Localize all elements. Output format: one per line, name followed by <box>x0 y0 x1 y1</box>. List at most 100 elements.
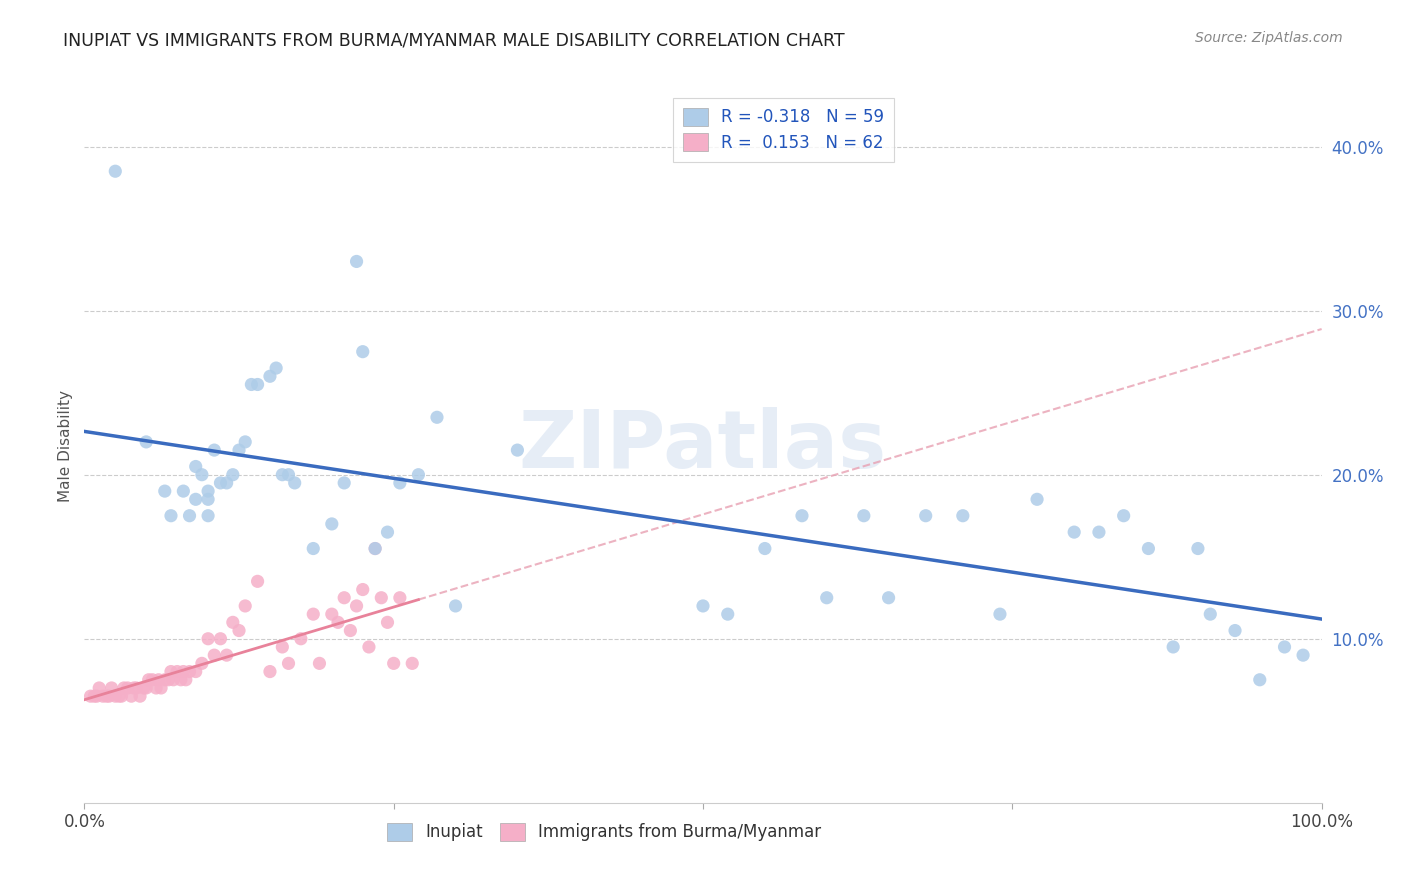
Point <box>135 434 157 449</box>
Point <box>148 673 170 687</box>
Point <box>246 574 269 589</box>
Point <box>1199 607 1222 622</box>
Point <box>108 689 131 703</box>
Point <box>321 607 343 622</box>
Point <box>120 689 142 703</box>
Point <box>179 508 201 523</box>
Point <box>184 492 207 507</box>
Point <box>197 492 219 507</box>
Point <box>271 640 294 654</box>
Point <box>370 591 392 605</box>
Point <box>264 361 287 376</box>
Point <box>240 377 263 392</box>
Point <box>377 615 399 630</box>
Point <box>228 624 250 638</box>
Point <box>1249 673 1271 687</box>
Point <box>215 648 238 662</box>
Point <box>852 508 875 523</box>
Point <box>401 657 423 671</box>
Point <box>284 475 307 490</box>
Point <box>259 369 281 384</box>
Point <box>86 689 108 703</box>
Point <box>333 475 356 490</box>
Point <box>202 648 225 662</box>
Point <box>277 467 299 482</box>
Point <box>170 673 193 687</box>
Point <box>1137 541 1160 556</box>
Point <box>988 607 1011 622</box>
Point <box>1088 525 1111 540</box>
Point <box>197 484 219 499</box>
Point <box>89 681 111 695</box>
Point <box>377 525 399 540</box>
Point <box>172 665 194 679</box>
Point <box>160 665 183 679</box>
Point <box>104 689 127 703</box>
Point <box>388 591 411 605</box>
Point <box>79 689 101 703</box>
Text: Source: ZipAtlas.com: Source: ZipAtlas.com <box>1195 31 1343 45</box>
Point <box>333 591 356 605</box>
Point <box>352 582 374 597</box>
Point <box>326 615 349 630</box>
Point <box>302 607 325 622</box>
Point <box>184 459 207 474</box>
Point <box>132 681 155 695</box>
Point <box>364 541 387 556</box>
Point <box>271 467 294 482</box>
Point <box>233 434 256 449</box>
Point <box>209 475 232 490</box>
Point <box>202 443 225 458</box>
Point <box>122 681 145 695</box>
Point <box>444 599 467 613</box>
Point <box>1161 640 1184 654</box>
Point <box>172 484 194 499</box>
Point <box>191 657 214 671</box>
Point <box>222 615 245 630</box>
Point <box>346 254 368 268</box>
Point <box>222 467 245 482</box>
Point <box>364 541 387 556</box>
Point <box>357 640 380 654</box>
Point <box>110 689 132 703</box>
Point <box>96 689 118 703</box>
Point <box>952 508 974 523</box>
Point <box>259 665 281 679</box>
Point <box>914 508 936 523</box>
Point <box>150 681 173 695</box>
Point <box>388 475 411 490</box>
Point <box>153 673 176 687</box>
Point <box>277 657 299 671</box>
Point <box>382 657 405 671</box>
Point <box>1026 492 1049 507</box>
Point <box>1063 525 1085 540</box>
Point <box>790 508 813 523</box>
Point <box>83 689 105 703</box>
Point <box>228 443 250 458</box>
Point <box>815 591 838 605</box>
Point <box>135 681 157 695</box>
Point <box>308 657 330 671</box>
Point <box>754 541 776 556</box>
Point <box>717 607 740 622</box>
Point <box>125 681 148 695</box>
Point <box>302 541 325 556</box>
Point <box>1292 648 1315 662</box>
Point <box>153 484 176 499</box>
Point <box>408 467 430 482</box>
Point <box>246 377 269 392</box>
Y-axis label: Male Disability: Male Disability <box>58 390 73 502</box>
Point <box>160 508 183 523</box>
Point <box>197 632 219 646</box>
Point <box>179 665 201 679</box>
Point <box>233 599 256 613</box>
Text: ZIPatlas: ZIPatlas <box>519 407 887 485</box>
Point <box>104 164 127 178</box>
Point <box>112 681 135 695</box>
Point <box>145 681 167 695</box>
Point <box>1223 624 1246 638</box>
Point <box>174 673 197 687</box>
Point <box>352 344 374 359</box>
Point <box>98 689 121 703</box>
Point <box>692 599 714 613</box>
